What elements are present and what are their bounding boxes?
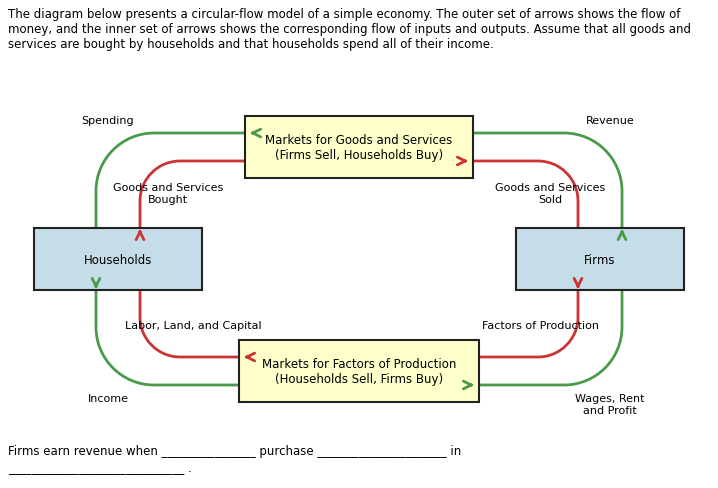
- Text: Households: Households: [84, 253, 152, 266]
- Text: Spending: Spending: [82, 116, 134, 126]
- Text: Labor, Land, and Capital: Labor, Land, and Capital: [125, 320, 261, 330]
- Text: Goods and Services
Bought: Goods and Services Bought: [113, 183, 223, 204]
- Text: Markets for Factors of Production
(Households Sell, Firms Buy): Markets for Factors of Production (House…: [262, 357, 456, 385]
- Text: The diagram below presents a circular-flow model of a simple economy. The outer : The diagram below presents a circular-fl…: [8, 8, 691, 51]
- Text: Factors of Production: Factors of Production: [482, 320, 599, 330]
- Text: Goods and Services
Sold: Goods and Services Sold: [495, 183, 605, 204]
- FancyBboxPatch shape: [516, 228, 684, 290]
- FancyBboxPatch shape: [239, 340, 479, 402]
- Text: Revenue: Revenue: [586, 116, 635, 126]
- Text: Wages, Rent
and Profit: Wages, Rent and Profit: [575, 393, 645, 415]
- Text: ______________________________ .: ______________________________ .: [8, 461, 192, 474]
- FancyBboxPatch shape: [34, 228, 202, 290]
- Text: Firms earn revenue when ________________ purchase ______________________ in: Firms earn revenue when ________________…: [8, 444, 461, 457]
- Text: Firms: Firms: [584, 253, 616, 266]
- Text: Markets for Goods and Services
(Firms Sell, Households Buy): Markets for Goods and Services (Firms Se…: [266, 134, 452, 162]
- Text: Income: Income: [88, 393, 129, 403]
- FancyBboxPatch shape: [245, 117, 473, 179]
